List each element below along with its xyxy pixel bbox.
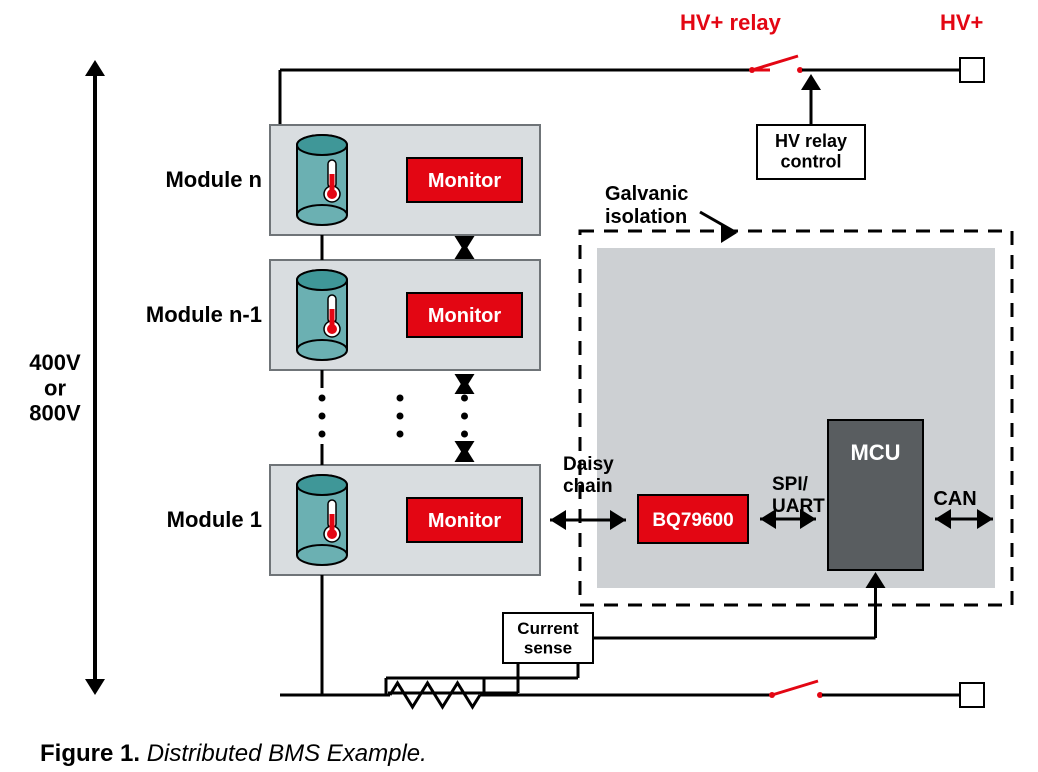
voltage-axis-label: 400V (29, 350, 81, 375)
can-label: CAN (933, 488, 976, 510)
bq79600-label: BQ79600 (652, 510, 733, 531)
hv-plus-terminal (960, 58, 984, 82)
hv-relay-label: HV+ relay (680, 10, 782, 35)
shunt-resistor (390, 683, 480, 707)
voltage-axis-label: 800V (29, 401, 81, 426)
current-sense-label: sense (524, 639, 572, 658)
galvanic-label: Galvanic (605, 183, 688, 205)
monitor-label: Monitor (428, 305, 502, 327)
hv-plus-label: HV+ (940, 10, 983, 35)
hv-relay-control-label: HV relay (775, 131, 847, 151)
module-label: Module n-1 (146, 302, 262, 327)
hv-relay-control-label: control (781, 152, 842, 172)
mcu-label: MCU (850, 440, 900, 465)
daisy-chain-label: chain (563, 476, 613, 497)
spi-uart-label: UART (772, 496, 825, 517)
spi-uart-label: SPI/ (772, 474, 809, 495)
module-label: Module 1 (167, 507, 262, 532)
monitor-label: Monitor (428, 170, 502, 192)
hv-minus-terminal (960, 683, 984, 707)
voltage-axis-label: or (44, 375, 66, 400)
caption-bold: Figure 1. (40, 740, 140, 767)
module-label: Module n (165, 167, 262, 192)
caption-italic: Distributed BMS Example. (147, 740, 427, 767)
galvanic-label: isolation (605, 206, 687, 228)
current-sense-label: Current (517, 619, 579, 638)
monitor-label: Monitor (428, 510, 502, 532)
daisy-chain-label: Daisy (563, 454, 614, 475)
